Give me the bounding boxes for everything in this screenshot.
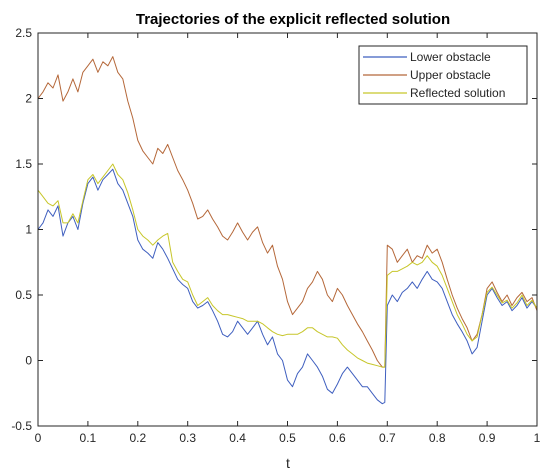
y-tick-label: 0 — [25, 354, 32, 368]
x-tick-label: 0.9 — [479, 431, 496, 445]
legend-label-1: Upper obstacle — [410, 68, 491, 82]
x-tick-label: 1 — [534, 431, 541, 445]
x-tick-label: 0.8 — [429, 431, 446, 445]
y-tick-label: 2 — [25, 92, 32, 106]
series-layer — [37, 56, 538, 405]
y-tick-label: 2.5 — [15, 26, 32, 40]
x-axis-ticks: 0 0.1 0.2 0.3 0.4 0.5 0.6 0.7 0.8 0.9 1 — [35, 33, 541, 445]
y-axis-ticks: -0.5 0 0.5 1 1.5 2 2.5 — [11, 26, 537, 433]
legend: Lower obstacle Upper obstacle Reflected so… — [358, 45, 528, 105]
x-axis-label: t — [286, 455, 290, 471]
x-tick-label: 0.7 — [379, 431, 396, 445]
legend-label-0: Lower obstacle — [410, 50, 491, 64]
x-tick-label: 0.5 — [279, 431, 296, 445]
legend-label-2: Reflected solution — [410, 86, 505, 100]
y-tick-label: 0.5 — [15, 288, 32, 302]
series-line-0 — [37, 168, 538, 405]
x-tick-label: 0.6 — [329, 431, 346, 445]
y-tick-label: 1.5 — [15, 157, 32, 171]
chart-title: Trajectories of the explicit reflected s… — [136, 11, 450, 28]
y-tick-label: -0.5 — [11, 419, 32, 433]
x-tick-label: 0.4 — [229, 431, 246, 445]
y-tick-label: 1 — [25, 223, 32, 237]
x-tick-label: 0 — [35, 431, 42, 445]
x-tick-label: 0.1 — [80, 431, 97, 445]
x-tick-label: 0.2 — [129, 431, 146, 445]
series-line-2 — [37, 163, 538, 368]
series-line-1 — [37, 56, 538, 368]
x-tick-label: 0.3 — [179, 431, 196, 445]
